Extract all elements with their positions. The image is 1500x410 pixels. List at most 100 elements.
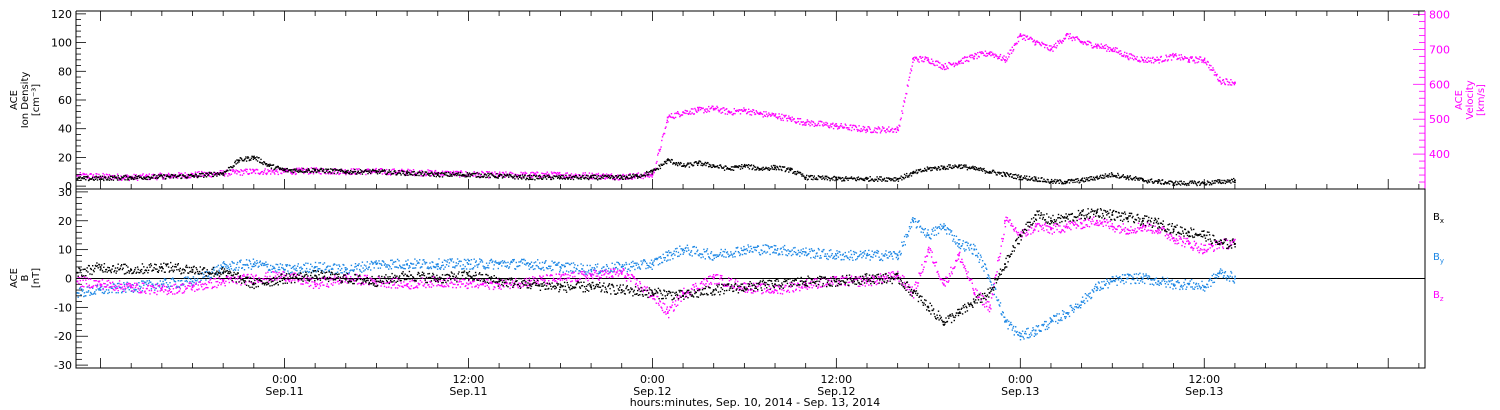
by-series-point [456,258,459,260]
density-series-point [607,174,609,176]
density-series-point [130,176,133,179]
density-series-point [465,174,467,176]
velocity-series-point [557,171,559,174]
velocity-series-point [843,127,846,129]
velocity-series-point [907,85,909,87]
by-series-point [855,252,858,254]
by-series-point [454,267,456,269]
by-series-point [385,266,387,268]
velocity-series-point [292,172,294,175]
by-series-point [258,265,260,267]
velocity-series-point [920,57,922,59]
density-series-point [757,167,760,169]
velocity-series-point [216,173,219,175]
velocity-series-point [235,169,237,171]
velocity-series-point [732,114,734,116]
density-series-point [429,175,431,177]
density-series-point [1005,175,1007,178]
by-series-point [97,288,99,290]
density-series-point [528,178,530,181]
by-series-point [670,254,673,257]
velocity-series-point [312,173,315,175]
density-series-point [81,177,84,179]
velocity-series-point [897,127,899,129]
velocity-series-point [642,177,644,180]
velocity-series-point [295,173,297,175]
velocity-series-point [1153,62,1155,64]
density-series-point [83,176,85,178]
by-series-point [966,244,969,247]
density-series-point [704,161,706,164]
density-series-point [1029,179,1031,181]
by-series-point [1000,313,1002,315]
by-series-point [101,291,104,294]
by-series-point [1032,327,1034,329]
density-series-point [410,173,413,176]
density-series-point [325,170,328,172]
by-series-point [574,264,576,266]
velocity-series-point [520,171,522,174]
density-series-point [285,168,288,170]
density-series-point [837,178,839,181]
density-series-point [1023,177,1025,179]
density-series-point [1054,178,1056,181]
velocity-series-point [186,173,188,176]
by-series-point [588,269,590,272]
velocity-series-point [706,108,709,110]
velocity-series-point [421,169,423,172]
velocity-series-point [1046,44,1048,46]
density-series-point [1079,181,1081,183]
density-series-point [265,163,268,165]
velocity-series-point [503,172,505,175]
by-series-point [601,267,603,270]
velocity-series-point [844,123,846,125]
velocity-series-point [320,173,322,175]
density-series-point [150,176,153,178]
by-series-point [1022,336,1024,338]
velocity-series-point [398,171,400,173]
density-series-point [679,161,682,164]
velocity-series-point [625,174,628,176]
velocity-series-point [283,170,286,173]
density-series-point [789,169,792,172]
velocity-series-point [410,170,413,172]
velocity-series-point [705,108,707,110]
velocity-series-point [803,122,806,124]
by-series-point [930,233,933,235]
density-series-point [295,168,297,170]
by-series-point [1023,338,1025,340]
density-series-point [1050,180,1052,183]
density-series-point [761,167,763,169]
density-series-point [1188,182,1191,184]
density-series-point [723,169,726,171]
by-series-point [852,250,855,253]
density-series-point [885,180,887,182]
by-series-point [360,265,362,267]
velocity-series-point [1106,50,1108,52]
velocity-series-point [728,111,730,114]
by-series-point [955,235,958,237]
by-series-point [1036,333,1038,335]
by-series-point [775,252,777,254]
velocity-series-point [840,123,842,125]
velocity-series-point [648,173,650,175]
velocity-series-point [1226,80,1229,83]
by-series-point [754,249,756,251]
velocity-series-point [877,128,879,130]
by-series-point [319,268,321,270]
velocity-series-point [1234,81,1236,84]
velocity-series-point [1054,46,1056,48]
by-series-point [765,252,767,254]
by-series-point [534,261,537,263]
density-series-point [572,178,575,181]
by-series-point [899,250,901,252]
velocity-series-point [342,172,344,174]
by-series-point [919,225,922,227]
by-series-point [485,267,487,269]
velocity-series-point [666,119,668,121]
by-series-point [340,272,342,274]
density-series-point [982,168,984,170]
density-series-point [344,170,347,173]
velocity-series-point [1204,57,1206,59]
density-series-point [260,158,262,161]
